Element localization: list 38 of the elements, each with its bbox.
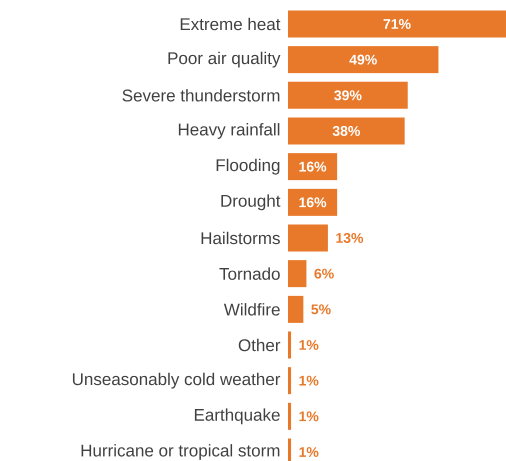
y-tick-label: Severe thunderstorm bbox=[122, 89, 280, 102]
bar bbox=[288, 10, 506, 38]
y-tick-label: Hailstorms bbox=[202, 232, 280, 244]
y-tick-label: Drought bbox=[221, 194, 280, 210]
bar bbox=[288, 224, 328, 252]
bar bbox=[288, 260, 306, 288]
y-tick-label: Extreme heat bbox=[180, 18, 280, 30]
y-tick-label: Poor air quality bbox=[168, 52, 280, 68]
data-label: 1% bbox=[299, 411, 318, 422]
data-label: 49% bbox=[349, 54, 377, 65]
y-tick-label: Other bbox=[238, 338, 280, 352]
data-label: 16% bbox=[299, 162, 326, 172]
data-label: 71% bbox=[384, 19, 411, 29]
bar bbox=[288, 82, 408, 109]
y-tick-label: Hurricane or tropical storm bbox=[82, 444, 280, 460]
data-label: 39% bbox=[334, 90, 362, 100]
y-tick-label: Earthquake bbox=[194, 408, 280, 424]
data-label: 1% bbox=[299, 376, 318, 386]
data-label: 5% bbox=[311, 304, 331, 314]
data-label: 38% bbox=[332, 126, 360, 136]
y-tick-label: Tornado bbox=[219, 267, 280, 280]
y-tick-label: Heavy rainfall bbox=[178, 123, 280, 139]
bar bbox=[288, 402, 292, 430]
bar bbox=[288, 367, 292, 394]
bar bbox=[288, 331, 292, 358]
y-tick-label: Wildfire bbox=[224, 303, 280, 316]
data-label: 6% bbox=[314, 268, 334, 279]
data-label: 1% bbox=[299, 447, 318, 457]
y-tick-label: Flooding bbox=[216, 158, 280, 175]
data-label: 16% bbox=[299, 197, 326, 208]
bar bbox=[288, 188, 338, 216]
bar bbox=[288, 117, 405, 144]
bar bbox=[288, 296, 304, 323]
data-label: 1% bbox=[299, 340, 318, 350]
data-label: 13% bbox=[336, 233, 364, 243]
bar bbox=[288, 153, 338, 180]
bar bbox=[288, 46, 438, 74]
y-tick-label: Unseasonably cold weather bbox=[72, 372, 280, 389]
